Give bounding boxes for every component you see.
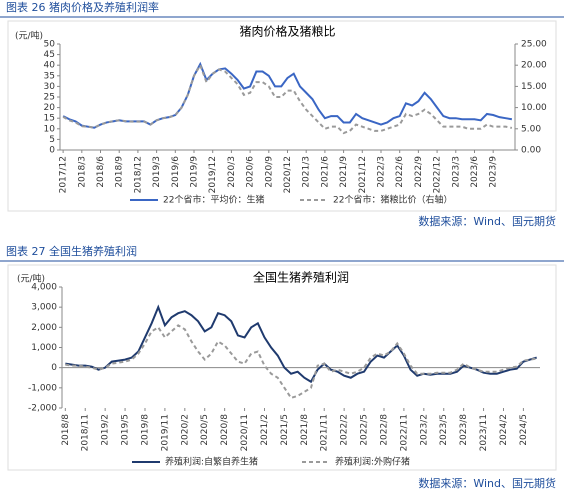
y-tick-label: -1,000 [28,383,57,393]
legend-label: 22个省市：猪粮比价（右轴） [333,194,452,206]
x-tick-label: 2020/8 [220,414,230,446]
chart-title: 猪肉价格及猪粮比 [239,24,335,39]
x-tick-label: 2018/9 [115,156,125,188]
caption: 图表 27 全国生猪养殖利润 [6,244,137,258]
x-tick-label: 2018/8 [61,414,71,446]
chart-frame [7,20,557,212]
x-tick-label: 2019/11 [160,414,170,451]
x-tick-label: 2019/8 [140,414,150,446]
x-tick-label: 2022/9 [414,156,424,188]
x-tick-label: 2023/6 [470,156,480,188]
x-tick-label: 2019/3 [152,156,162,188]
x-tick-label: 2018/12 [133,156,143,193]
y-tick-label: 1,000 [31,343,57,353]
x-tick-label: 2023/5 [439,414,449,446]
legend-label: 22个省市：平均价：生猪 [163,194,264,206]
x-tick-label: 2020/5 [200,414,210,446]
y-tick-label: 35 [44,71,55,81]
x-tick-label: 2019/6 [171,156,181,188]
source: 数据来源：Wind、国元期货 [418,214,556,228]
x-tick-label: 2020/3 [227,156,237,188]
legend-label: 养殖利润:自繁自养生猪 [165,456,258,468]
x-tick-label: 2021/12 [358,156,368,193]
x-tick-label: 2022/2 [340,414,350,446]
y2-tick-label: 15.00 [521,82,547,92]
x-tick-label: 2020/2 [180,414,190,446]
x-tick-label: 2019/12 [208,156,218,193]
x-tick-label: 2022/3 [376,156,386,188]
x-tick-label: 2021/6 [320,156,330,188]
y-axis-label: (元/吨) [15,30,43,42]
y-tick-label: 4,000 [31,283,57,293]
series-line [62,61,513,129]
x-tick-label: 2022/12 [433,156,443,193]
source: 数据来源：Wind、国元期货 [418,476,556,490]
series-line [65,304,537,384]
y-tick-label: 0 [49,146,55,156]
x-tick-label: 2020/11 [240,414,250,451]
y-tick-label: 15 [44,114,55,124]
y-tick-label: 20 [44,103,56,113]
y-tick-label: 2,000 [31,323,57,333]
x-tick-label: 2018/3 [77,156,87,188]
x-tick-label: 2021/11 [320,414,330,451]
x-tick-label: 2022/11 [399,414,409,451]
y-tick-label: 0 [51,363,57,373]
x-tick-label: 2021/2 [260,414,270,446]
x-tick-label: 2021/5 [280,414,290,446]
x-tick-label: 2020/6 [246,156,256,188]
x-tick-label: 2023/3 [451,156,461,188]
x-tick-label: 2020/12 [283,156,293,193]
chart-title: 全国生猪养殖利润 [253,270,349,285]
y-tick-label: 50 [44,40,56,50]
y-tick-label: 25 [44,93,55,103]
x-tick-label: 2019/2 [101,414,111,446]
x-tick-label: 2018/6 [96,156,106,188]
y-tick-label: 40 [44,61,56,71]
y-tick-label: 10 [44,124,56,134]
x-tick-label: 2022/8 [379,414,389,446]
x-tick-label: 2023/9 [489,156,499,188]
caption: 图表 26 猪肉价格及养殖利润率 [6,0,159,14]
y-axis-label: (元/吨) [17,273,45,285]
x-tick-label: 2019/5 [121,414,131,446]
x-tick-label: 2022/6 [395,156,405,188]
x-tick-label: 2019/9 [190,156,200,188]
x-tick-label: 2021/8 [300,414,310,446]
x-tick-label: 2021/9 [339,156,349,188]
chart-frame [7,264,557,471]
x-tick-label: 2023/8 [459,414,469,446]
x-tick-label: 2021/3 [302,156,312,188]
y2-tick-label: 25.00 [521,40,547,50]
x-tick-label: 2024/5 [519,414,529,446]
x-tick-label: 2024/2 [499,414,509,446]
x-tick-label: 2018/11 [81,414,91,451]
x-tick-label: 2017/12 [59,156,69,193]
y2-tick-label: 20.00 [521,61,547,71]
y-tick-label: 30 [44,82,56,92]
x-tick-label: 2020/9 [264,156,274,188]
x-tick-label: 2022/5 [360,414,370,446]
y-tick-label: -2,000 [28,404,57,414]
y-tick-label: 3,000 [31,303,57,313]
y-tick-label: 5 [49,135,55,145]
x-tick-label: 2023/2 [419,414,429,446]
y2-tick-label: 0.00 [521,146,541,156]
series-line [62,62,513,135]
legend-label: 养殖利润:外购仔猪 [335,456,410,468]
x-tick-label: 2023/11 [479,414,489,451]
y2-tick-label: 5.00 [521,124,541,134]
y-tick-label: 45 [44,50,55,60]
series-line [65,324,537,400]
y2-tick-label: 10.00 [521,103,547,113]
